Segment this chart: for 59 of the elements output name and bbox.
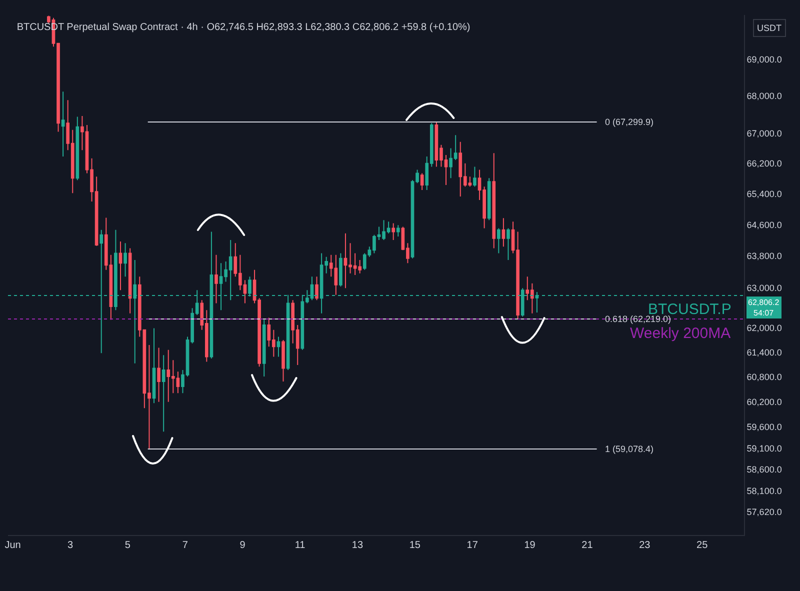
candlestick — [473, 166, 476, 188]
candlestick — [392, 222, 396, 240]
candlestick — [339, 252, 342, 288]
y-tick-label: 62,000.0 — [746, 323, 782, 334]
x-tick-label: 7 — [182, 540, 188, 551]
ref-line-label: Weekly 200MA — [630, 325, 731, 342]
y-tick-label: 69,000.0 — [746, 54, 782, 64]
y-tick-label: 63,000.0 — [746, 282, 782, 293]
candlestick — [315, 276, 318, 301]
x-tick-label: 13 — [352, 540, 364, 551]
candlestick — [502, 218, 506, 248]
y-tick-label: 65,400.0 — [746, 189, 782, 200]
x-tick-label: 5 — [124, 540, 131, 551]
candlestick — [262, 319, 266, 378]
text: 62,806.2 54:07 — [748, 298, 780, 318]
candlestick — [214, 254, 218, 304]
y-tick-label: 66,200.0 — [746, 158, 782, 168]
x-tick-label: 11 — [294, 540, 306, 551]
candlestick — [76, 116, 80, 181]
candlestick — [492, 152, 496, 249]
candlestick — [118, 241, 122, 291]
y-tick-label: 58,100.0 — [746, 486, 782, 496]
y-axis-title: USDT — [757, 23, 782, 33]
y-tick-label: 67,000.0 — [746, 128, 782, 138]
candlestick — [276, 336, 280, 358]
candlestick — [124, 242, 127, 278]
candlestick — [420, 172, 424, 191]
candlestick — [487, 178, 491, 221]
candlestick — [157, 347, 160, 402]
candlestick — [282, 340, 285, 382]
x-tick-label: Jun — [4, 540, 21, 551]
x-tick-label: 21 — [582, 540, 594, 551]
candlestick — [396, 224, 400, 237]
y-tick-label: 60,200.0 — [746, 397, 782, 407]
ref-line-label: 1 (59,078.4) — [605, 444, 654, 454]
candlestick — [162, 354, 166, 432]
y-tick-label: 60,800.0 — [746, 372, 782, 382]
y-tick-label: 58,600.0 — [746, 464, 782, 475]
y-tick-label: 64,600.0 — [746, 220, 782, 230]
x-tick-label: 19 — [524, 540, 536, 551]
candlestick — [152, 328, 156, 404]
candlestick — [496, 228, 500, 254]
y-tick-label: 57,620.0 — [746, 506, 782, 517]
candlestick — [128, 248, 132, 314]
x-tick-label: 9 — [240, 540, 246, 551]
y-tick-label: 68,000.0 — [746, 91, 782, 102]
candlestick — [61, 91, 65, 158]
y-tick-label: 61,400.0 — [746, 347, 782, 358]
y-tick-label: 59,600.0 — [746, 422, 782, 432]
ref-line-label: 0 (67,299.9) — [605, 117, 654, 127]
x-tick-label: 23 — [639, 540, 651, 551]
x-tick-label: 17 — [466, 540, 478, 551]
y-tick-label: 63,800.0 — [746, 251, 782, 262]
x-tick-label: 15 — [409, 540, 421, 551]
x-tick-label: 3 — [67, 540, 74, 551]
x-tick-label: 25 — [696, 540, 708, 551]
candlestick — [506, 228, 510, 260]
y-tick-label: 59,100.0 — [746, 443, 782, 454]
ref-line-label: 0.618 (62,219.0) — [605, 314, 672, 324]
